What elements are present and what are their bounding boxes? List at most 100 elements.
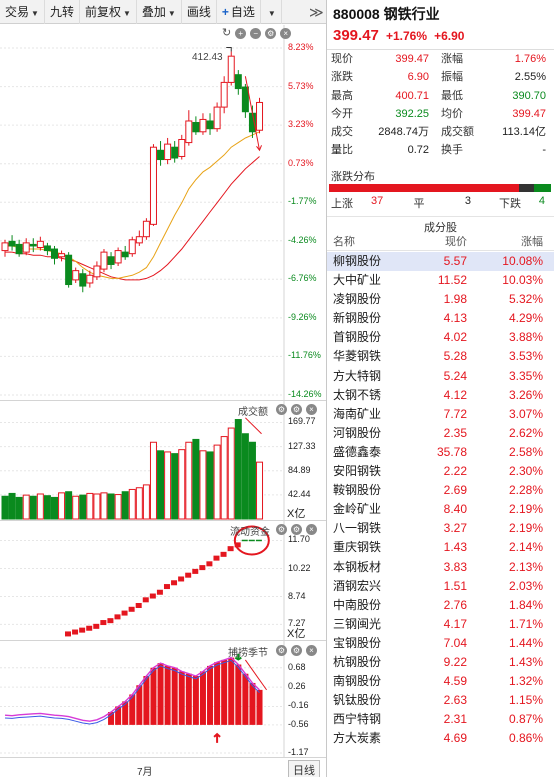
- quote-key: 现价: [331, 53, 353, 65]
- refresh-icon[interactable]: ↻: [222, 27, 232, 39]
- component-row[interactable]: 酒钢宏兴 1.51 2.03%: [327, 577, 554, 596]
- volume-bar: [79, 494, 87, 520]
- nine-turn-button[interactable]: 九转: [45, 0, 80, 24]
- component-row[interactable]: 金岭矿业 8.40 2.19%: [327, 500, 554, 519]
- header-change[interactable]: 涨幅: [521, 236, 543, 248]
- component-row[interactable]: 本钢板材 3.83 2.13%: [327, 558, 554, 577]
- volume-tick-label: 169.77: [288, 416, 316, 427]
- flow-bar: [220, 551, 227, 557]
- component-row[interactable]: 大中矿业 11.52 10.03%: [327, 271, 554, 290]
- component-row[interactable]: 凌钢股份 1.98 5.32%: [327, 290, 554, 309]
- security-title: 880008 钢铁行业: [333, 4, 440, 24]
- candle-body: [256, 101, 264, 131]
- season-pane[interactable]: 捕捞季节 ⚙ ⚙ × 0.68 0.26 -0.16 -0.56 -1.17: [0, 641, 326, 758]
- quote-key: 振幅: [441, 71, 463, 84]
- close-icon[interactable]: ×: [306, 524, 317, 535]
- component-row[interactable]: 海南矿业 7.72 3.07%: [327, 405, 554, 424]
- quote-value: 2848.74万: [378, 126, 429, 139]
- month-label: 7月: [137, 767, 153, 777]
- flow-pane[interactable]: 流动资金 ⚙ ⚙ × 11.70 10.22 8.74 7.27 X亿: [0, 521, 326, 641]
- component-row[interactable]: 南钢股份 4.59 1.32%: [327, 672, 554, 691]
- component-row[interactable]: 新钢股份 4.13 4.29%: [327, 309, 554, 328]
- flow-unit: X亿: [287, 628, 306, 640]
- trade-menu[interactable]: 交易 ▼: [0, 0, 45, 24]
- component-row[interactable]: 重庆钢铁 1.43 2.14%: [327, 538, 554, 557]
- add-icon[interactable]: +: [235, 28, 247, 39]
- quote-row: 涨跌 6.90 振幅 2.55%: [327, 68, 554, 86]
- component-row[interactable]: 盛德鑫泰 35.78 2.58%: [327, 443, 554, 462]
- candle-body: [135, 236, 143, 244]
- price-pane[interactable]: ↻ + − ⚙ × 412.43 8.23% 5.73% 3.23% 0.73% -1.…: [0, 25, 326, 401]
- component-change: 0.86%: [508, 731, 543, 746]
- component-change: 1.43%: [508, 654, 543, 669]
- candle-body: [227, 55, 235, 83]
- component-row[interactable]: 首钢股份 4.02 3.88%: [327, 328, 554, 347]
- settings-icon[interactable]: ⚙: [291, 404, 302, 415]
- settings-icon[interactable]: ⚙: [276, 645, 287, 656]
- candle-body: [86, 274, 94, 284]
- settings-icon[interactable]: ⚙: [291, 645, 302, 656]
- minus-icon[interactable]: −: [250, 28, 262, 39]
- component-row[interactable]: 钒钛股份 2.63 1.15%: [327, 691, 554, 710]
- component-row[interactable]: 太钢不锈 4.12 3.26%: [327, 386, 554, 405]
- candle-body: [220, 81, 228, 108]
- close-icon[interactable]: ×: [306, 645, 317, 656]
- season-pane-controls: ⚙ ⚙ ×: [276, 645, 317, 656]
- component-row[interactable]: 方大特钢 5.24 3.35%: [327, 367, 554, 386]
- component-row[interactable]: 鞍钢股份 2.69 2.28%: [327, 481, 554, 500]
- quote-value: 399.47: [395, 53, 429, 65]
- component-row[interactable]: 八一钢铁 3.27 2.19%: [327, 519, 554, 538]
- period-button[interactable]: 日线: [288, 760, 320, 777]
- volume-bar: [149, 441, 157, 520]
- volume-bar: [121, 491, 129, 520]
- component-name: 杭钢股份: [333, 654, 382, 669]
- quote-value: 2.55%: [514, 71, 546, 84]
- volume-bar: [171, 453, 179, 520]
- component-row[interactable]: 安阳钢铁 2.22 2.30%: [327, 462, 554, 481]
- header-name[interactable]: 名称: [333, 236, 355, 248]
- settings-icon[interactable]: ⚙: [265, 28, 277, 39]
- season-annotation-line: [244, 659, 267, 691]
- component-price: 2.63: [443, 693, 467, 708]
- settings-icon[interactable]: ⚙: [291, 524, 302, 535]
- component-row[interactable]: 柳钢股份 5.57 10.08%: [327, 252, 554, 272]
- watchlist-label: 自选: [230, 4, 255, 19]
- panel-divider[interactable]: [326, 0, 327, 777]
- plus-icon: +: [221, 4, 229, 19]
- watchlist-dropdown[interactable]: ▼: [261, 0, 282, 24]
- close-icon[interactable]: ×: [280, 28, 292, 39]
- component-row[interactable]: 宝钢股份 7.04 1.44%: [327, 634, 554, 653]
- expand-panel-button[interactable]: ≫: [304, 0, 326, 24]
- component-price: 1.51: [443, 578, 467, 593]
- component-row[interactable]: 西宁特钢 2.31 0.87%: [327, 710, 554, 729]
- header-price[interactable]: 现价: [445, 236, 467, 248]
- price-tick-label: -14.26%: [288, 389, 322, 399]
- candle-body: [121, 251, 129, 258]
- adjust-menu[interactable]: 前复权 ▼: [80, 0, 137, 24]
- volume-bar: [227, 427, 235, 520]
- flow-bar: [171, 580, 178, 586]
- component-row[interactable]: 华菱钢铁 5.28 3.53%: [327, 347, 554, 366]
- close-icon[interactable]: ×: [306, 404, 317, 415]
- double-chevron-icon: ≫: [309, 3, 324, 20]
- quote-panel: 880008 钢铁行业 399.47 +1.76% +6.90 现价 399.47…: [327, 0, 554, 777]
- component-row[interactable]: 中南股份 2.76 1.84%: [327, 596, 554, 615]
- settings-icon[interactable]: ⚙: [276, 404, 287, 415]
- draw-line-button[interactable]: 画线: [182, 0, 217, 24]
- volume-tick-label: 127.33: [288, 440, 316, 451]
- overlay-menu[interactable]: 叠加 ▼: [137, 0, 182, 24]
- component-row[interactable]: 方大炭素 4.69 0.86%: [327, 729, 554, 748]
- settings-icon[interactable]: ⚙: [276, 524, 287, 535]
- volume-bar: [241, 433, 249, 520]
- component-row[interactable]: 杭钢股份 9.22 1.43%: [327, 653, 554, 672]
- component-row[interactable]: 河钢股份 2.35 2.62%: [327, 424, 554, 443]
- volume-pane[interactable]: 成交额 ⚙ ⚙ × 169.77 127.33 84.89 42.44 X亿: [0, 401, 326, 521]
- up-count: 37: [371, 195, 384, 207]
- volume-bar: [234, 419, 242, 520]
- volume-bar: [50, 496, 58, 520]
- candle-body: [199, 118, 207, 133]
- component-name: 中南股份: [333, 597, 382, 612]
- add-watchlist-button[interactable]: + 自选: [217, 0, 261, 24]
- component-row[interactable]: 三钢闽光 4.17 1.71%: [327, 615, 554, 634]
